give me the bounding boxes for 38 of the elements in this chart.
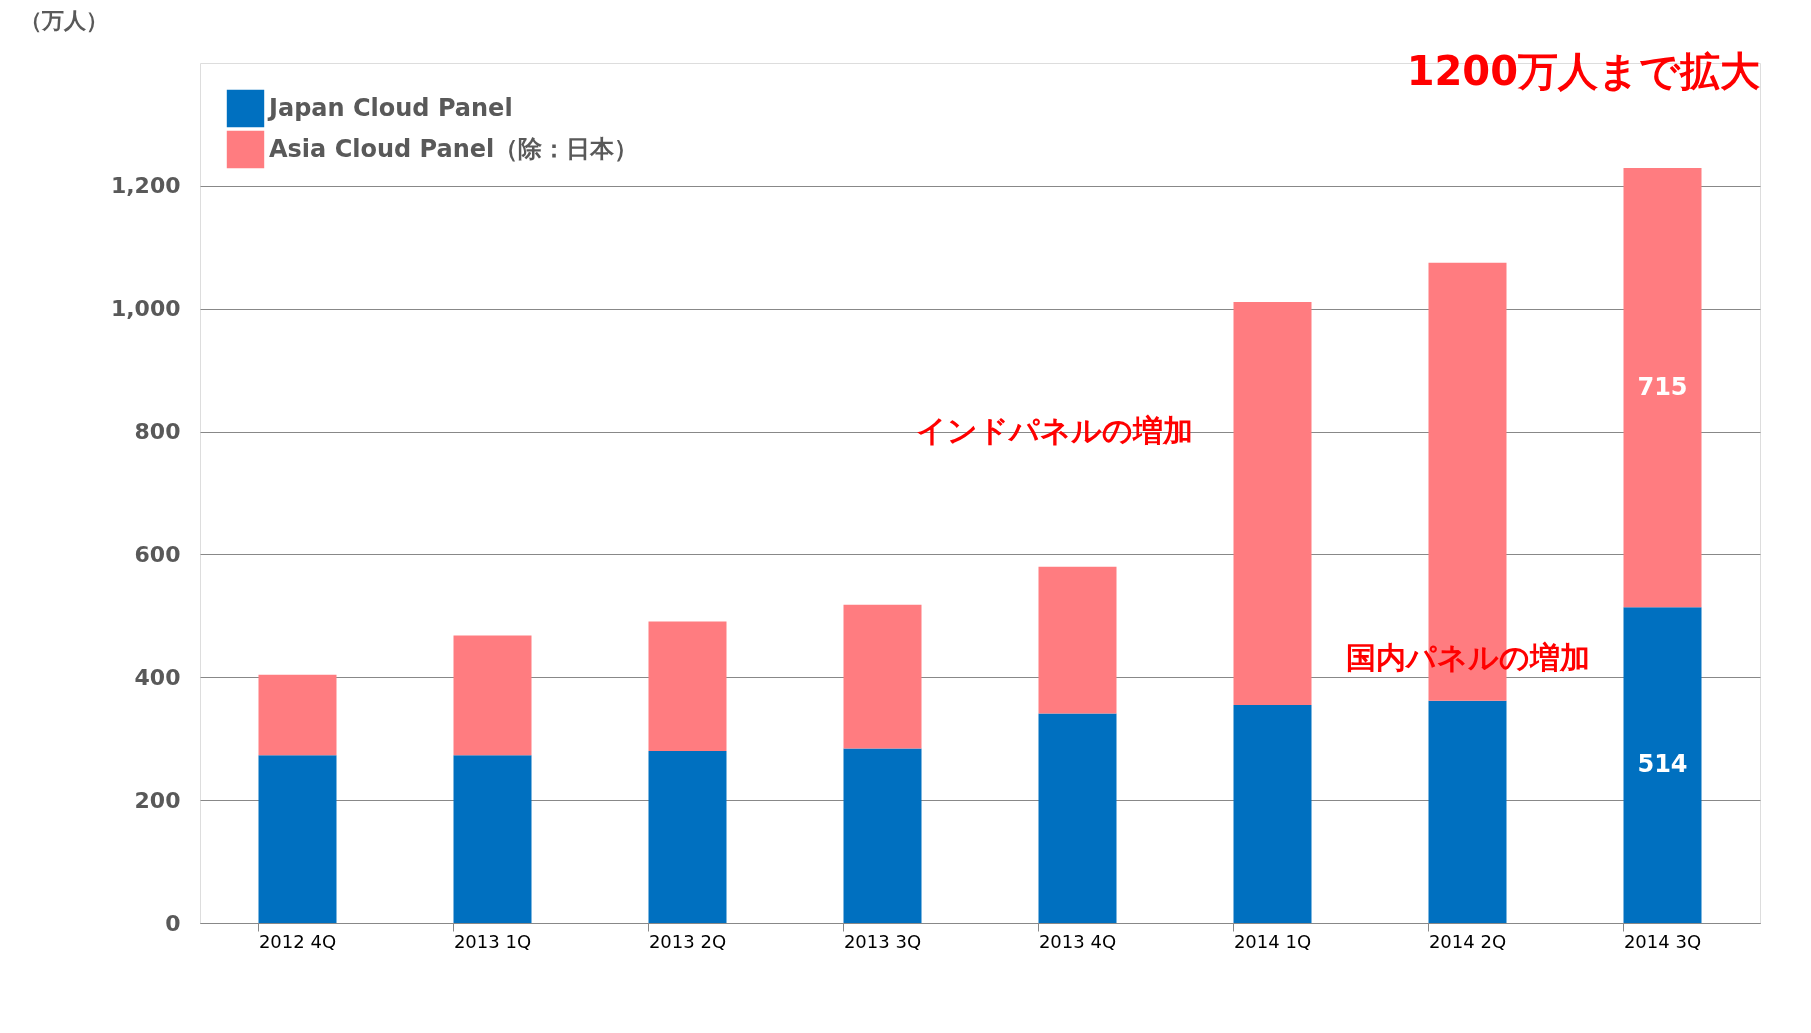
bar [1623, 607, 1702, 923]
y-tick-label: 800 [134, 419, 181, 445]
bar [1038, 713, 1117, 923]
data-label: 715 [1637, 372, 1688, 401]
bar [648, 751, 727, 923]
x-tick-label: 2013 3Q [843, 930, 922, 952]
bar [843, 748, 922, 923]
bar [258, 755, 337, 923]
data-label: 514 [1637, 750, 1688, 779]
annotation: インドパネルの増加 [915, 412, 1193, 448]
bar [1233, 301, 1312, 705]
x-tick-label: 2013 2Q [648, 930, 727, 952]
y-tick-label: 0 [165, 910, 181, 936]
y-tick-label: 1,000 [110, 296, 181, 322]
x-tick-label: 2014 3Q [1623, 930, 1702, 952]
annotation: 国内パネルの増加 [1345, 639, 1590, 675]
x-tick-label: 2013 4Q [1038, 930, 1117, 952]
annotation: 1200万人まで拡大 [1406, 48, 1760, 94]
bar [453, 635, 532, 756]
bar [1233, 704, 1312, 923]
x-tick-label: 2014 1Q [1233, 930, 1312, 952]
bar [843, 604, 922, 749]
y-tick-label: 600 [134, 541, 181, 567]
x-tick-label: 2013 1Q [453, 930, 532, 952]
y-tick-label: 1,200 [110, 173, 181, 199]
bar [1428, 700, 1507, 923]
y-tick-label: 200 [134, 787, 181, 813]
bar [1623, 168, 1702, 608]
y-axis-title: （万人） [20, 8, 109, 33]
bar [453, 755, 532, 923]
legend-label: Japan Cloud Panel [267, 93, 513, 122]
legend-label: Asia Cloud Panel（除：日本） [269, 134, 639, 163]
x-tick-label: 2012 4Q [258, 930, 337, 952]
x-tick-label: 2014 2Q [1428, 930, 1507, 952]
y-tick-label: 400 [134, 664, 181, 690]
bar [258, 674, 337, 756]
bar [1038, 566, 1117, 714]
bar [648, 621, 727, 751]
